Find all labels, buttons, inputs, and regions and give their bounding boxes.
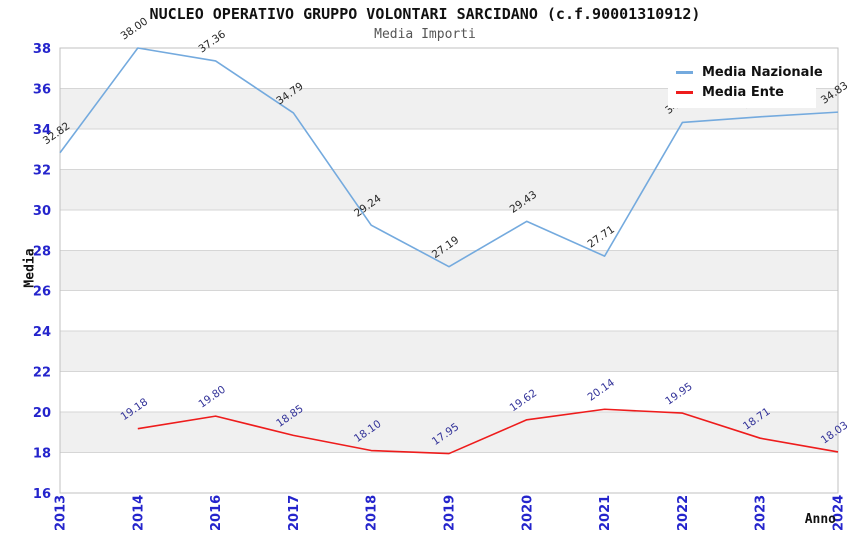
y-tick-label: 28 xyxy=(33,244,51,259)
x-tick-label: 2019 xyxy=(443,495,458,531)
y-tick-label: 24 xyxy=(33,325,51,340)
x-tick-label: 2023 xyxy=(754,495,769,531)
legend-label-media-ente: Media Ente xyxy=(702,84,784,100)
x-tick-label: 2020 xyxy=(520,495,535,531)
x-axis-ticks: 2013 2014 2016 2017 2018 2019 2020 2021 2022 2023… xyxy=(54,495,847,531)
x-tick-label: 2022 xyxy=(676,495,691,531)
y-tick-label: 32 xyxy=(33,163,51,178)
data-point-label: 38.00 xyxy=(119,15,151,42)
y-axis-title: Media xyxy=(22,248,38,288)
y-tick-label: 18 xyxy=(33,447,51,462)
x-tick-label: 2013 xyxy=(54,495,69,531)
y-tick-label: 20 xyxy=(33,406,51,421)
data-point-label: 37.36 xyxy=(196,28,228,55)
x-tick-label: 2021 xyxy=(598,495,613,531)
data-point-label: 19.95 xyxy=(663,380,695,407)
data-point-label: 19.62 xyxy=(508,387,540,414)
x-axis-title: Anno xyxy=(804,512,836,527)
x-tick-label: 2016 xyxy=(209,495,224,531)
media-ente-line-swatch xyxy=(676,90,693,94)
data-point-label: 20.14 xyxy=(585,376,617,403)
legend: Media Nazionale Media Ente xyxy=(668,57,823,108)
data-point-label: 19.80 xyxy=(196,384,228,411)
legend-item-media-ente: Media Ente xyxy=(676,82,808,102)
plot-bands xyxy=(60,88,838,453)
legend-item-media-nazionale: Media Nazionale xyxy=(676,62,823,82)
x-tick-label: 2024 xyxy=(832,495,847,531)
media-nazionale-line-swatch xyxy=(676,70,693,74)
y-tick-label: 38 xyxy=(33,42,51,57)
chart-subtitle: Media Importi xyxy=(374,27,476,42)
x-tick-label: 2017 xyxy=(287,495,302,531)
chart-title: NUCLEO OPERATIVO GRUPPO VOLONTARI SARCID… xyxy=(149,5,701,23)
data-point-label: 27.71 xyxy=(585,224,617,251)
y-tick-label: 34 xyxy=(33,123,51,138)
series-line xyxy=(59,47,839,268)
legend-label-media-nazionale: Media Nazionale xyxy=(702,64,823,80)
x-tick-label: 2014 xyxy=(131,495,146,531)
plot-border xyxy=(59,47,839,494)
y-tick-label: 36 xyxy=(33,82,51,97)
y-tick-label: 26 xyxy=(33,285,51,300)
x-tick-label: 2018 xyxy=(365,495,380,531)
y-tick-label: 16 xyxy=(33,487,51,502)
series-line xyxy=(137,408,839,455)
y-tick-label: 22 xyxy=(33,366,51,381)
y-tick-label: 30 xyxy=(33,204,51,219)
y-axis-ticks: 16 18 20 22 24 26 28 30 32 34 36 38 xyxy=(33,42,51,502)
